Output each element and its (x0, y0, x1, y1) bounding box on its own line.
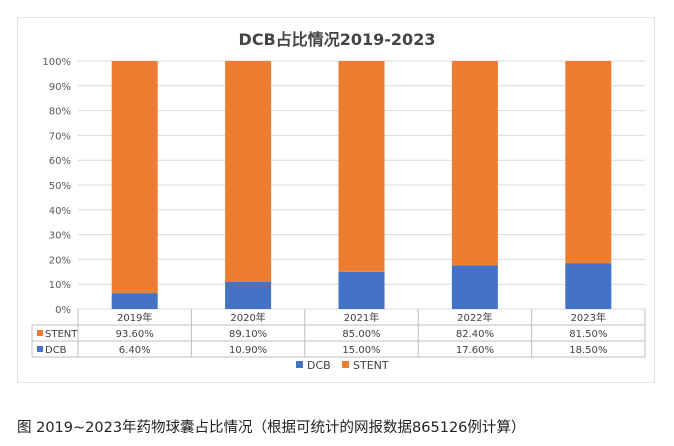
legend-label: DCB (307, 359, 331, 372)
bar-dcb (111, 293, 158, 309)
y-tick-label: 10% (49, 280, 71, 291)
x-tick-label: 2020年 (230, 311, 265, 324)
data-label: 82.40% (456, 329, 494, 340)
figure-caption: 图 2019~2023年药物球囊占比情况（根据可统计的网报数据865126例计算… (17, 420, 526, 436)
bar-stent (225, 61, 272, 282)
bars (111, 61, 612, 309)
bar-stent (111, 61, 158, 294)
data-label: 89.10% (229, 329, 267, 340)
x-tick-label: 2022年 (457, 311, 492, 324)
x-tick-label: 2023年 (571, 311, 606, 324)
x-tick-label: 2019年 (117, 311, 152, 324)
data-table: 2019年 2020年 2021年 2022年 2023年 STENT 93.60% 89.1… (31, 309, 646, 358)
bar-dcb (451, 265, 498, 309)
y-tick-label: 30% (49, 231, 71, 242)
table-legend-key (37, 330, 43, 336)
y-tick-label: 50% (49, 181, 71, 192)
bar-stent (451, 61, 498, 266)
bar-stent (565, 61, 612, 264)
x-tick-label: 2021年 (344, 311, 379, 324)
data-label: 6.40% (119, 345, 151, 356)
data-label: 93.60% (116, 329, 154, 340)
legend: DCB STENT (296, 359, 389, 372)
data-label: 18.50% (569, 345, 607, 356)
data-label: 15.00% (342, 345, 380, 356)
y-axis-ticks: 0% 10% 20% 30% 40% 50% 60% 70% 80% 90% 100% (42, 57, 71, 316)
table-series-label: STENT (45, 329, 78, 340)
y-tick-label: 100% (42, 57, 71, 68)
legend-key-stent (342, 361, 349, 368)
data-label: 17.60% (456, 345, 494, 356)
y-tick-label: 60% (49, 156, 71, 167)
y-tick-label: 20% (49, 255, 71, 266)
bar-dcb (225, 281, 272, 309)
data-label: 10.90% (229, 345, 267, 356)
bar-dcb (338, 271, 385, 309)
table-series-label: DCB (45, 345, 67, 356)
table-legend-key (37, 346, 43, 352)
data-label: 85.00% (342, 329, 380, 340)
chart: DCB占比情况2019-2023 0% 10% 20% 30% 40% 50% 60% 70%… (31, 30, 646, 372)
data-label: 81.50% (569, 329, 607, 340)
chart-title: DCB占比情况2019-2023 (239, 30, 436, 49)
legend-label: STENT (353, 359, 389, 372)
y-tick-label: 40% (49, 206, 71, 217)
bar-dcb (565, 263, 612, 309)
y-tick-label: 0% (55, 305, 71, 316)
bar-stent (338, 61, 385, 272)
legend-key-dcb (296, 361, 303, 368)
y-tick-label: 80% (49, 107, 71, 118)
y-tick-label: 70% (49, 131, 71, 142)
y-tick-label: 90% (49, 82, 71, 93)
chart-card: DCB占比情况2019-2023 0% 10% 20% 30% 40% 50% 60% 70%… (17, 17, 655, 383)
